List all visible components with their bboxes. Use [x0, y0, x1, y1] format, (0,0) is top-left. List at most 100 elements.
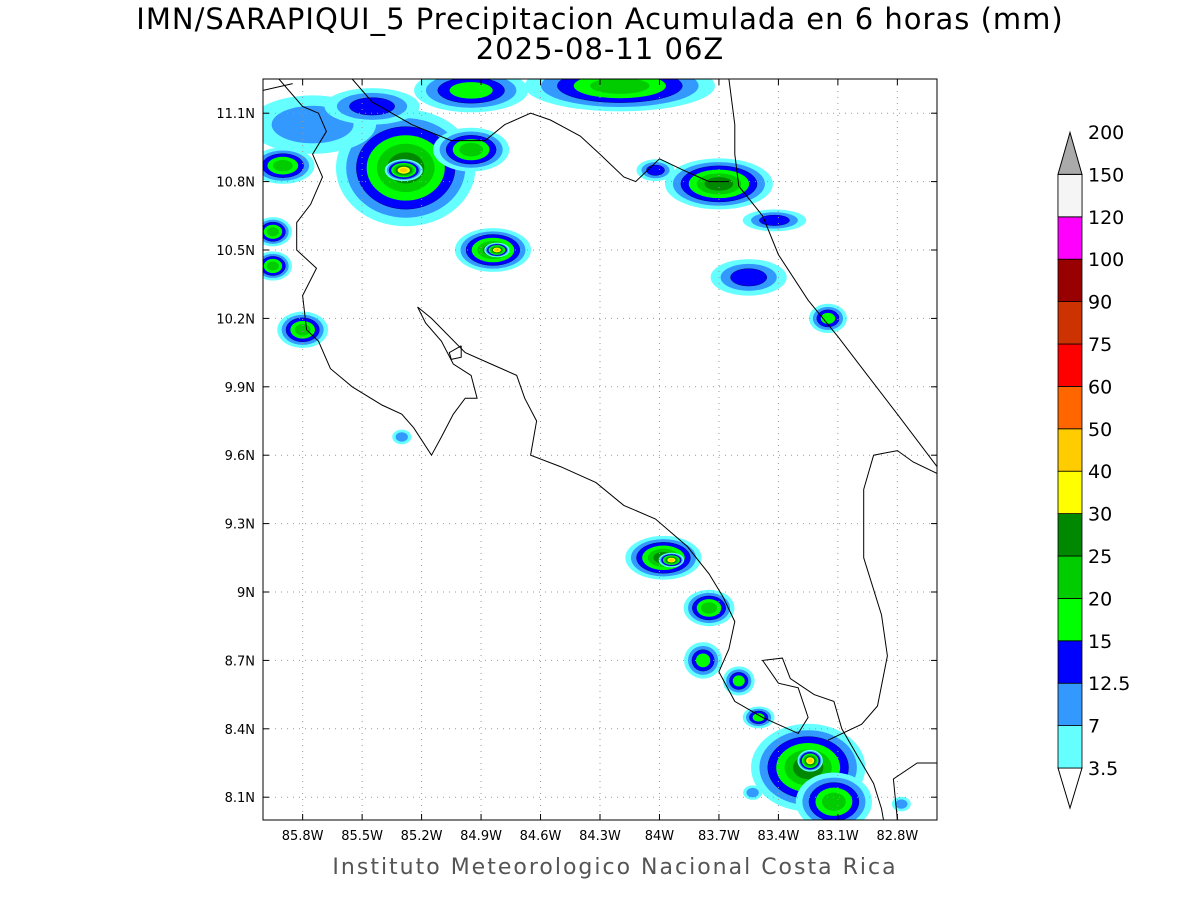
lon-tick-label: 84.3W [579, 829, 621, 844]
colorbar-swatch [1057, 470, 1083, 515]
colorbar-label: 150 [1088, 164, 1124, 186]
precip-cell [658, 552, 685, 568]
precip-contour [732, 675, 745, 687]
precip-contour [752, 713, 765, 722]
lat-tick-label: 10.8N [216, 176, 255, 191]
coastline [448, 345, 462, 360]
precip-contour [349, 97, 395, 116]
precip-contour [822, 792, 846, 811]
colorbar-swatch [1057, 513, 1083, 557]
precip-cell [742, 706, 775, 729]
precip-contour [759, 214, 790, 226]
lat-tick-label: 8.1N [225, 791, 255, 806]
lat-tick-label: 9.9N [225, 381, 255, 396]
precip-cell [797, 749, 823, 772]
coastline [278, 79, 884, 820]
precip-cell [484, 242, 510, 258]
colorbar-label: 75 [1088, 334, 1112, 356]
precip-cell [433, 127, 510, 172]
precip-contour [590, 79, 650, 94]
colorbar-label: 20 [1088, 588, 1112, 610]
lon-tick-label: 84.6W [520, 829, 562, 844]
precip-cell [743, 785, 763, 800]
colorbar-swatch [1057, 258, 1083, 303]
colorbar-label: 200 [1088, 122, 1124, 144]
lon-tick-label: 84.9W [460, 829, 502, 844]
lon-tick-label: 83.1W [817, 829, 859, 844]
colorbar-swatch [1057, 725, 1083, 769]
colorbar-swatch [1057, 385, 1083, 430]
colorbar-label: 12.5 [1088, 673, 1130, 695]
lat-tick-label: 11.1N [216, 107, 255, 122]
colorbar-high-triangle [1057, 130, 1083, 175]
colorbar-label: 40 [1088, 461, 1112, 483]
coastline [728, 79, 937, 467]
colorbar-swatch [1057, 216, 1083, 260]
colorbar-swatch [1057, 343, 1083, 387]
precip-cell [742, 209, 807, 232]
colorbar-label: 120 [1088, 207, 1124, 229]
colorbar-swatch [1057, 555, 1083, 599]
coastline [892, 762, 937, 820]
precip-cell [414, 79, 529, 113]
lat-tick-label: 8.4N [225, 723, 255, 738]
colorbar-label: 30 [1088, 504, 1112, 526]
axis-ticks: 85.8W 85.5W 85.2W 84.9W 84.6W 84.3W 84W 83.7W 83… [216, 79, 937, 844]
precip-contour [459, 142, 484, 157]
lon-tick-label: 83.7W [698, 829, 740, 844]
lat-tick-label: 8.7N [225, 654, 255, 669]
coastlines [263, 79, 937, 820]
precip-cell [384, 159, 423, 182]
lon-tick-label: 85.5W [341, 829, 383, 844]
colorbar-swatch [1057, 173, 1083, 218]
colorbar-label: 7 [1088, 716, 1100, 738]
lon-tick-label: 83.4W [758, 829, 800, 844]
precip-contour [272, 159, 293, 172]
precip-contour [701, 602, 717, 614]
precip-cell [263, 217, 292, 247]
lat-tick-label: 10.5N [216, 244, 255, 259]
precip-cell [324, 88, 420, 125]
precip-contour [395, 432, 408, 442]
lat-tick-label: 9N [237, 586, 255, 601]
precip-cell [277, 311, 329, 349]
colorbar-swatch [1057, 640, 1083, 684]
coastline [827, 450, 937, 741]
precip-contour [668, 558, 674, 562]
precip-contour [646, 164, 665, 176]
coastline [263, 83, 293, 91]
precip-cell [392, 429, 412, 445]
precip-contour [399, 167, 408, 173]
colorbar-label: 60 [1088, 376, 1112, 398]
precip-cell [524, 79, 715, 112]
map-title: IMN/SARAPIQUI_5 Precipitacion Acumulada … [136, 2, 1064, 36]
lon-tick-label: 85.8W [282, 829, 324, 844]
colorbar-swatch [1057, 682, 1083, 727]
precip-contour [746, 787, 759, 798]
colorbar-swatch [1057, 301, 1083, 345]
colorbar-swatch [1057, 598, 1083, 642]
precip-contour [730, 268, 768, 287]
lat-tick-label: 9.6N [225, 449, 255, 464]
lat-tick-label: 10.2N [216, 312, 255, 327]
coastline [351, 79, 729, 183]
precip-cell [891, 796, 911, 812]
colorbar-label: 3.5 [1088, 758, 1118, 780]
colorbar-label: 50 [1088, 419, 1112, 441]
colorbar-swatch [1057, 428, 1083, 472]
map-datetime: 2025-08-11 06Z [475, 32, 725, 66]
colorbar-label: 15 [1088, 631, 1112, 653]
precip-cell [684, 642, 723, 679]
precip-contour [807, 758, 813, 763]
precip-contour [895, 799, 908, 809]
colorbar-label: 90 [1088, 292, 1112, 314]
colorbar-label: 100 [1088, 249, 1124, 271]
precip-cell [665, 158, 773, 210]
precip-cell [710, 259, 787, 296]
precip-cell [722, 666, 755, 696]
precip-contour [704, 177, 734, 191]
precip-cell [263, 251, 292, 281]
precipitation-layer [263, 79, 911, 820]
lon-tick-label: 84W [645, 829, 675, 844]
precip-cell [683, 589, 735, 627]
